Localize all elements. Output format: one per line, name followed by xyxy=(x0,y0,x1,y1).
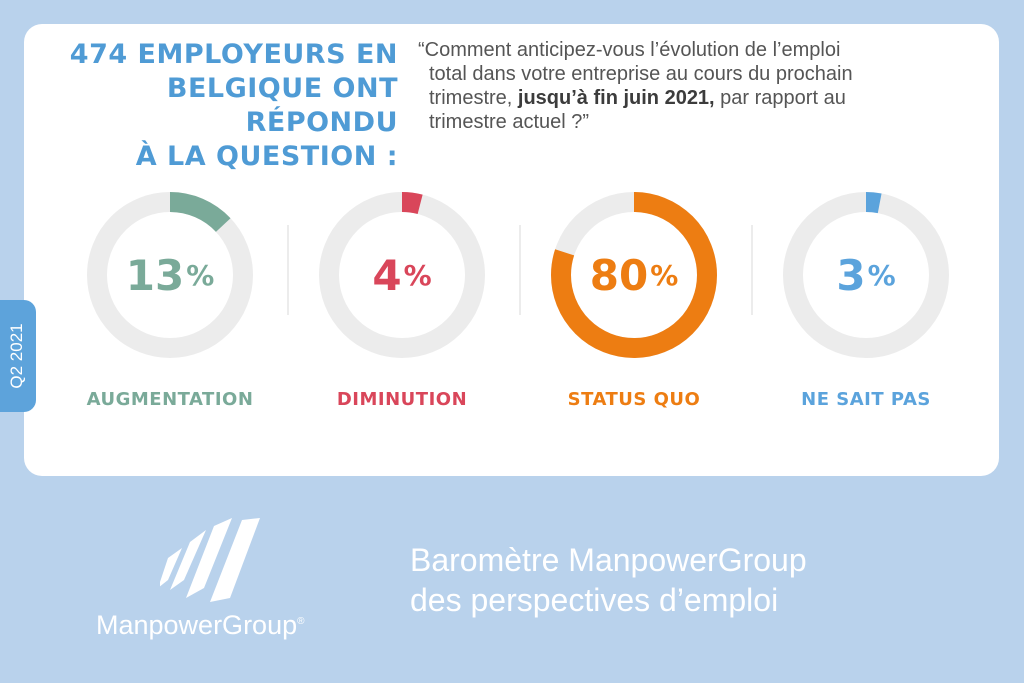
period-label: Q2 2021 xyxy=(7,323,26,389)
donut-slice-status-quo xyxy=(551,192,717,358)
donut-slice-diminution xyxy=(319,192,485,358)
donut-diminution: 4% xyxy=(317,190,487,360)
donut-svg xyxy=(87,192,253,358)
donut-slice-ne-sait-pas xyxy=(783,192,949,358)
registered-mark: ® xyxy=(297,616,305,627)
column-divider xyxy=(519,225,521,315)
period-tab: Q2 2021 xyxy=(0,300,36,412)
barometer-title: Baromètre ManpowerGroup des perspectives… xyxy=(410,540,807,620)
question-line: trimestre actuel ?” xyxy=(429,111,590,133)
percentage-value: 80 xyxy=(589,250,649,300)
brand-text: ManpowerGroup xyxy=(96,610,298,640)
percentage-label: 80% xyxy=(549,190,719,360)
headline-line: À LA QUESTION : xyxy=(135,141,398,172)
question-text: par rapport au xyxy=(714,87,846,109)
percentage-label: 4% xyxy=(317,190,487,360)
category-label-ne-sait-pas: NE SAIT PAS xyxy=(801,389,931,410)
title-line: des perspectives d’emploi xyxy=(410,582,779,618)
manpower-logo-icon xyxy=(160,518,260,602)
percentage-unit: % xyxy=(403,258,432,292)
category-label-status-quo: STATUS QUO xyxy=(567,389,701,410)
question-line: “Comment anticipez-vous l’évolution de l… xyxy=(418,39,841,61)
results-card xyxy=(24,24,999,476)
column-divider xyxy=(287,225,289,315)
headline-line: BELGIQUE ONT RÉPONDU xyxy=(166,73,398,138)
headline-line: 474 EMPLOYEURS EN xyxy=(69,39,398,70)
percentage-value: 4 xyxy=(372,250,402,300)
donut-svg xyxy=(783,192,949,358)
donut-ne-sait-pas: 3% xyxy=(781,190,951,360)
percentage-label: 3% xyxy=(781,190,951,360)
category-label-augmentation: AUGMENTATION xyxy=(86,389,254,410)
respondents-headline: 474 EMPLOYEURS EN BELGIQUE ONT RÉPONDU À… xyxy=(58,38,398,174)
donut-slice-augmentation xyxy=(87,192,253,358)
donut-status-quo: 80% xyxy=(549,190,719,360)
survey-question: “Comment anticipez-vous l’évolution de l… xyxy=(418,38,958,134)
category-label-diminution: DIMINUTION xyxy=(336,389,468,410)
title-line: Baromètre ManpowerGroup xyxy=(410,542,807,578)
brand-name: ManpowerGroup® xyxy=(96,610,304,641)
question-deadline: jusqu’à fin juin 2021, xyxy=(517,87,715,109)
percentage-unit: % xyxy=(186,258,215,292)
percentage-value: 3 xyxy=(836,250,866,300)
donut-augmentation: 13% xyxy=(85,190,255,360)
percentage-unit: % xyxy=(650,258,679,292)
question-text: trimestre, xyxy=(429,87,518,109)
question-line: trimestre, jusqu’à fin juin 2021, par ra… xyxy=(418,86,958,110)
percentage-label: 13% xyxy=(85,190,255,360)
question-line: total dans votre entreprise au cours du … xyxy=(429,63,853,85)
percentage-unit: % xyxy=(867,258,896,292)
donut-svg xyxy=(319,192,485,358)
donut-svg xyxy=(551,192,717,358)
percentage-value: 13 xyxy=(125,250,185,300)
column-divider xyxy=(751,225,753,315)
